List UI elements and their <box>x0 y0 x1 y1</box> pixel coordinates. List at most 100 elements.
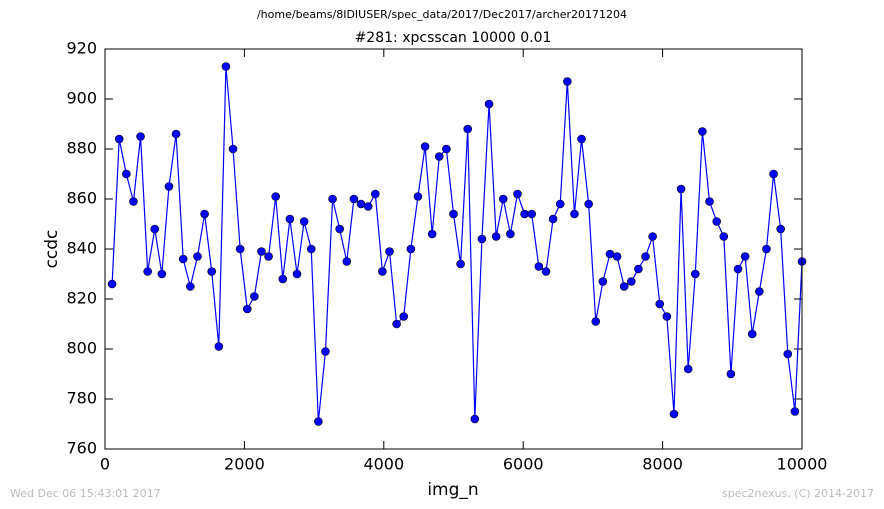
data-point <box>164 182 174 191</box>
y-tick-label: 860 <box>66 189 97 208</box>
data-point <box>655 299 665 309</box>
data-point <box>221 62 231 71</box>
data-point <box>683 364 693 374</box>
data-point <box>363 202 373 211</box>
data-point <box>349 194 359 204</box>
data-point <box>449 209 458 219</box>
y-tick-label: 900 <box>66 89 97 108</box>
data-point <box>442 144 451 154</box>
y-tick-label: 760 <box>66 439 97 458</box>
data-point <box>420 142 430 151</box>
data-point <box>783 349 793 359</box>
data-point <box>356 199 366 209</box>
y-tick-label: 840 <box>66 239 97 258</box>
data-point <box>506 229 515 239</box>
x-tick-label: 2000 <box>224 455 265 474</box>
y-axis-label: ccdc <box>42 230 62 269</box>
data-point <box>427 229 437 239</box>
data-point <box>641 252 650 261</box>
data-point <box>747 329 757 339</box>
data-point <box>513 189 522 199</box>
data-point <box>740 252 750 261</box>
data-point <box>399 312 409 321</box>
data-point <box>370 189 380 199</box>
data-point <box>186 282 195 291</box>
data-point <box>328 194 337 204</box>
data-point <box>484 99 494 109</box>
data-point <box>193 252 202 261</box>
data-point <box>548 214 558 224</box>
x-tick-label: 0 <box>100 455 110 474</box>
data-point <box>498 194 508 204</box>
data-point <box>292 269 302 279</box>
data-point <box>157 269 167 279</box>
data-point <box>214 342 224 351</box>
data-point <box>541 267 551 276</box>
data-point <box>726 369 736 379</box>
data-line <box>111 66 803 422</box>
data-point <box>690 269 700 279</box>
suptitle: /home/beams/8IDIUSER/spec_data/2017/Dec2… <box>257 8 627 21</box>
data-point <box>634 264 643 274</box>
data-point <box>306 244 316 254</box>
data-point <box>790 407 800 416</box>
data-point <box>584 199 593 209</box>
data-point <box>491 232 501 241</box>
data-point <box>627 277 636 286</box>
data-point <box>527 209 537 219</box>
data-point <box>385 247 394 256</box>
data-point <box>378 267 387 276</box>
data-point <box>171 129 181 139</box>
data-point <box>278 274 288 284</box>
data-point <box>342 257 352 266</box>
data-point <box>591 317 601 326</box>
data-point <box>619 282 629 291</box>
data-point <box>470 414 480 424</box>
x-tick-label: 4000 <box>363 455 404 474</box>
data-point <box>242 304 252 314</box>
axes-frame <box>104 48 803 450</box>
data-point <box>555 199 565 209</box>
data-point <box>705 197 714 206</box>
data-point <box>570 209 579 219</box>
data-point <box>150 224 160 234</box>
data-point <box>662 312 672 321</box>
data-point <box>406 244 416 254</box>
data-point <box>534 262 544 271</box>
data-point <box>712 217 721 226</box>
data-point <box>676 184 686 194</box>
data-point <box>769 169 778 179</box>
data-point <box>776 224 785 234</box>
data-point <box>257 247 266 256</box>
data-point <box>250 292 259 301</box>
data-point <box>107 279 117 289</box>
y-tick-label: 920 <box>66 39 97 58</box>
x-tick-label: 8000 <box>642 455 683 474</box>
data-point <box>698 127 707 136</box>
data-point <box>762 244 771 254</box>
data-point <box>477 234 487 244</box>
data-point <box>755 287 764 296</box>
chart-title: #281: xpcsscan 10000 0.01 <box>355 30 552 46</box>
data-point <box>122 169 131 179</box>
data-point <box>136 132 145 141</box>
data-point <box>612 252 622 261</box>
data-point <box>314 417 323 426</box>
footer-right: spec2nexus, (C) 2014-2017 <box>722 487 874 500</box>
data-point <box>605 249 615 259</box>
data-point <box>669 409 679 419</box>
y-tick-label: 880 <box>66 139 97 158</box>
y-tick-label: 820 <box>66 289 97 308</box>
x-axis-label: img_n <box>427 480 478 500</box>
data-point <box>577 134 586 144</box>
data-point <box>563 77 572 86</box>
footer-left: Wed Dec 06 15:43:01 2017 <box>10 487 161 500</box>
data-point <box>463 124 473 134</box>
data-point <box>456 259 465 269</box>
data-point <box>207 267 217 276</box>
data-point <box>520 209 529 219</box>
data-point <box>413 192 423 201</box>
data-point <box>200 209 209 219</box>
data-point <box>335 224 344 234</box>
